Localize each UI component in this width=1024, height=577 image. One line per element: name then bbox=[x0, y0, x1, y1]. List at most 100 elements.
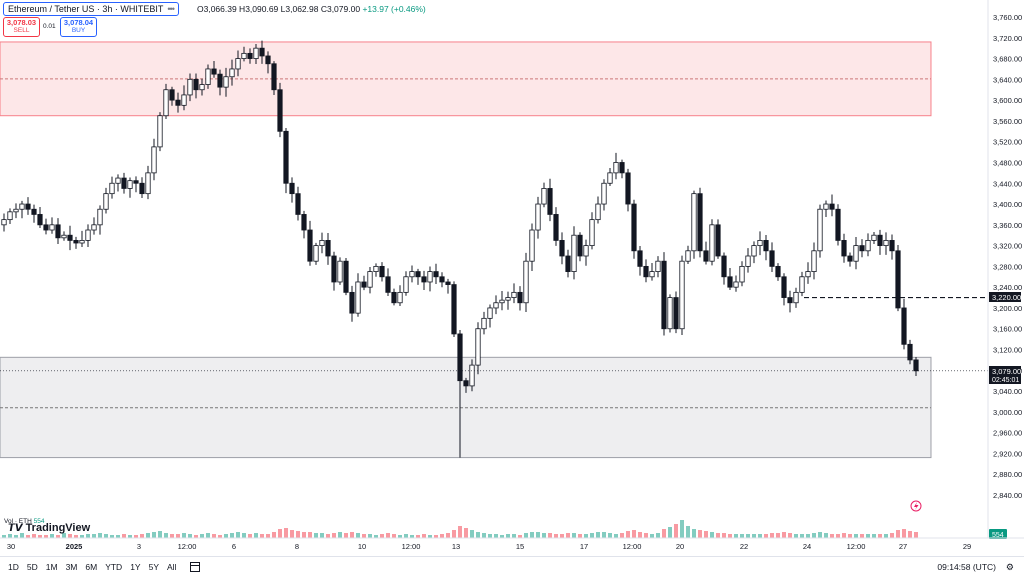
candle-body bbox=[565, 255, 571, 272]
candle-body bbox=[805, 271, 811, 278]
candle-body bbox=[355, 281, 361, 314]
tradingview-wordmark: TradingView bbox=[25, 522, 91, 534]
range-1y[interactable]: 1Y bbox=[130, 562, 141, 572]
volume-bar bbox=[824, 533, 828, 538]
volume-bar bbox=[116, 535, 120, 538]
price-tick-label: 3,320.00 bbox=[993, 242, 1022, 251]
volume-bar bbox=[38, 535, 42, 538]
candle-body bbox=[403, 276, 409, 293]
time-tick-label: 17 bbox=[580, 542, 588, 551]
volume-bar bbox=[224, 534, 228, 538]
volume-bar bbox=[542, 533, 546, 538]
volume-bar bbox=[626, 531, 630, 538]
candle-body bbox=[733, 281, 739, 288]
candle-body bbox=[313, 245, 319, 262]
volume-axis-value: 554 bbox=[992, 532, 1004, 539]
volume-bar bbox=[356, 533, 360, 538]
volume-bar bbox=[206, 533, 210, 538]
candle-body bbox=[385, 276, 391, 293]
candle-body bbox=[277, 89, 283, 132]
range-3m[interactable]: 3M bbox=[65, 562, 78, 572]
volume-bar bbox=[902, 529, 906, 538]
candle-body bbox=[229, 68, 235, 78]
candle-body bbox=[217, 73, 223, 88]
time-axis[interactable]: 30 2025 3 12:00 6 8 10 12:00 13 15 17 12:00 20 22 24 12… bbox=[0, 537, 1024, 551]
volume-bar bbox=[428, 535, 432, 538]
candle-body bbox=[115, 177, 121, 184]
more-icon[interactable]: ••• bbox=[167, 4, 175, 14]
candle-body bbox=[619, 162, 625, 174]
candle-body bbox=[481, 317, 487, 330]
candle-body bbox=[169, 89, 175, 101]
volume-axis-badge bbox=[989, 529, 1007, 539]
zones-layer bbox=[0, 41, 932, 459]
candle-body bbox=[523, 260, 529, 304]
candle-body bbox=[703, 250, 709, 262]
volume-bar bbox=[854, 534, 858, 538]
candle-body bbox=[457, 333, 463, 382]
candle-body bbox=[127, 180, 133, 189]
range-5y[interactable]: 5Y bbox=[148, 562, 159, 572]
volume-bar bbox=[80, 535, 84, 538]
buy-button[interactable]: 3,078.04 BUY bbox=[60, 17, 97, 37]
volume-bar bbox=[260, 534, 264, 538]
price-tick-label: 3,360.00 bbox=[993, 221, 1022, 230]
bottom-toolbar: 1D 5D 1M 3M 6M YTD 1Y 5Y All 09:14:58 (U… bbox=[0, 556, 1024, 577]
volume-bar bbox=[56, 535, 60, 538]
volume-bar bbox=[572, 533, 576, 538]
volume-bar bbox=[896, 530, 900, 538]
candle-body bbox=[631, 203, 637, 252]
volume-bar bbox=[470, 530, 474, 538]
price-axis[interactable]: 3,760.00 3,720.00 3,680.00 3,640.00 3,600.00… bbox=[987, 0, 1022, 539]
tradingview-logo: 𝙏𝙑 TradingView bbox=[8, 522, 90, 534]
volume-bar bbox=[338, 532, 342, 538]
candle-body bbox=[697, 193, 703, 252]
volume-bar bbox=[272, 532, 276, 538]
volume-bar bbox=[152, 532, 156, 538]
candle-body bbox=[19, 203, 25, 210]
volume-bar bbox=[560, 534, 564, 538]
candle-body bbox=[289, 182, 295, 195]
sell-label: SELL bbox=[13, 27, 30, 34]
volume-bar bbox=[398, 535, 402, 538]
candle-body bbox=[763, 240, 769, 252]
sell-button[interactable]: 3,078.03 SELL bbox=[3, 17, 40, 37]
range-1m[interactable]: 1M bbox=[45, 562, 58, 572]
range-1d[interactable]: 1D bbox=[8, 562, 19, 572]
utc-clock[interactable]: 09:14:58 (UTC) bbox=[937, 562, 996, 572]
candle-body bbox=[577, 234, 583, 257]
candle-body bbox=[817, 208, 823, 252]
ohlc-values: O3,066.39 H3,090.69 L3,062.98 C3,079.00 bbox=[197, 4, 361, 14]
candle-body bbox=[421, 276, 427, 283]
price-tick-label: 2,920.00 bbox=[993, 449, 1022, 458]
calendar-icon[interactable] bbox=[190, 562, 201, 572]
candle-body bbox=[55, 224, 61, 239]
volume-bar bbox=[884, 534, 888, 538]
candle-body bbox=[259, 47, 265, 57]
volume-bar bbox=[182, 533, 186, 538]
range-6m[interactable]: 6M bbox=[85, 562, 98, 572]
range-all[interactable]: All bbox=[167, 562, 177, 572]
price-tick-label: 3,400.00 bbox=[993, 200, 1022, 209]
candle-body bbox=[445, 281, 451, 285]
range-ytd[interactable]: YTD bbox=[105, 562, 123, 572]
range-5d[interactable]: 5D bbox=[26, 562, 38, 572]
lightning-icon[interactable] bbox=[910, 500, 922, 512]
buy-label: BUY bbox=[71, 27, 86, 34]
candle-body bbox=[451, 284, 457, 335]
candle-body bbox=[241, 52, 247, 59]
volume-bar bbox=[728, 534, 732, 538]
candle-body bbox=[199, 84, 205, 91]
symbol-selector[interactable]: Ethereum / Tether US · 3h · WHITEBIT ••• bbox=[3, 2, 179, 16]
volume-bar bbox=[578, 534, 582, 538]
volume-bar bbox=[266, 534, 270, 538]
candle-body bbox=[475, 328, 481, 366]
price-tick-label: 3,040.00 bbox=[993, 387, 1022, 396]
settings-gear-icon[interactable]: ⚙ bbox=[1005, 561, 1014, 572]
volume-bar bbox=[800, 534, 804, 538]
price-chart[interactable]: 3,760.00 3,720.00 3,680.00 3,640.00 3,600.00… bbox=[0, 0, 1024, 556]
volume-bar bbox=[140, 534, 144, 538]
candle-body bbox=[373, 265, 379, 272]
volume-bar bbox=[518, 535, 522, 538]
volume-bar bbox=[308, 532, 312, 538]
